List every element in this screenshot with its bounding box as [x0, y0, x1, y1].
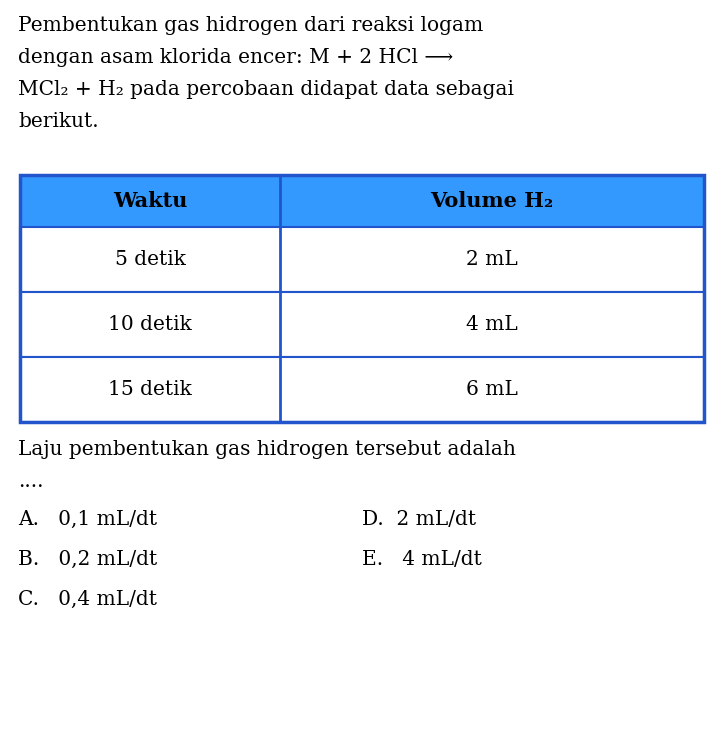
Text: 2 mL: 2 mL [466, 250, 518, 269]
Text: A.   0,1 mL/dt: A. 0,1 mL/dt [18, 510, 157, 529]
Text: B.   0,2 mL/dt: B. 0,2 mL/dt [18, 550, 157, 569]
Text: Waktu: Waktu [113, 191, 188, 211]
Text: ....: .... [18, 472, 43, 491]
Text: 10 detik: 10 detik [109, 315, 192, 334]
Text: Laju pembentukan gas hidrogen tersebut adalah: Laju pembentukan gas hidrogen tersebut a… [18, 440, 516, 459]
Bar [20, 292, 704, 357]
Text: 6 mL: 6 mL [466, 380, 518, 399]
Text: Pembentukan gas hidrogen dari reaksi logam: Pembentukan gas hidrogen dari reaksi log… [18, 16, 483, 35]
Bar [20, 227, 704, 292]
Text: C.   0,4 mL/dt: C. 0,4 mL/dt [18, 590, 157, 609]
Bar [20, 175, 704, 227]
Text: MCl₂ + H₂ pada percobaan didapat data sebagai: MCl₂ + H₂ pada percobaan didapat data se… [18, 80, 514, 99]
Text: 4 mL: 4 mL [466, 315, 518, 334]
Text: berikut.: berikut. [18, 112, 98, 131]
Bar [20, 175, 704, 422]
Text: D.  2 mL/dt: D. 2 mL/dt [362, 510, 476, 529]
Text: 5 detik: 5 detik [114, 250, 185, 269]
Text: Volume H₂: Volume H₂ [430, 191, 553, 211]
Bar [20, 357, 704, 422]
Text: E.   4 mL/dt: E. 4 mL/dt [362, 550, 482, 569]
Text: 15 detik: 15 detik [109, 380, 192, 399]
Text: dengan asam klorida encer: M + 2 HCl ⟶: dengan asam klorida encer: M + 2 HCl ⟶ [18, 48, 453, 67]
